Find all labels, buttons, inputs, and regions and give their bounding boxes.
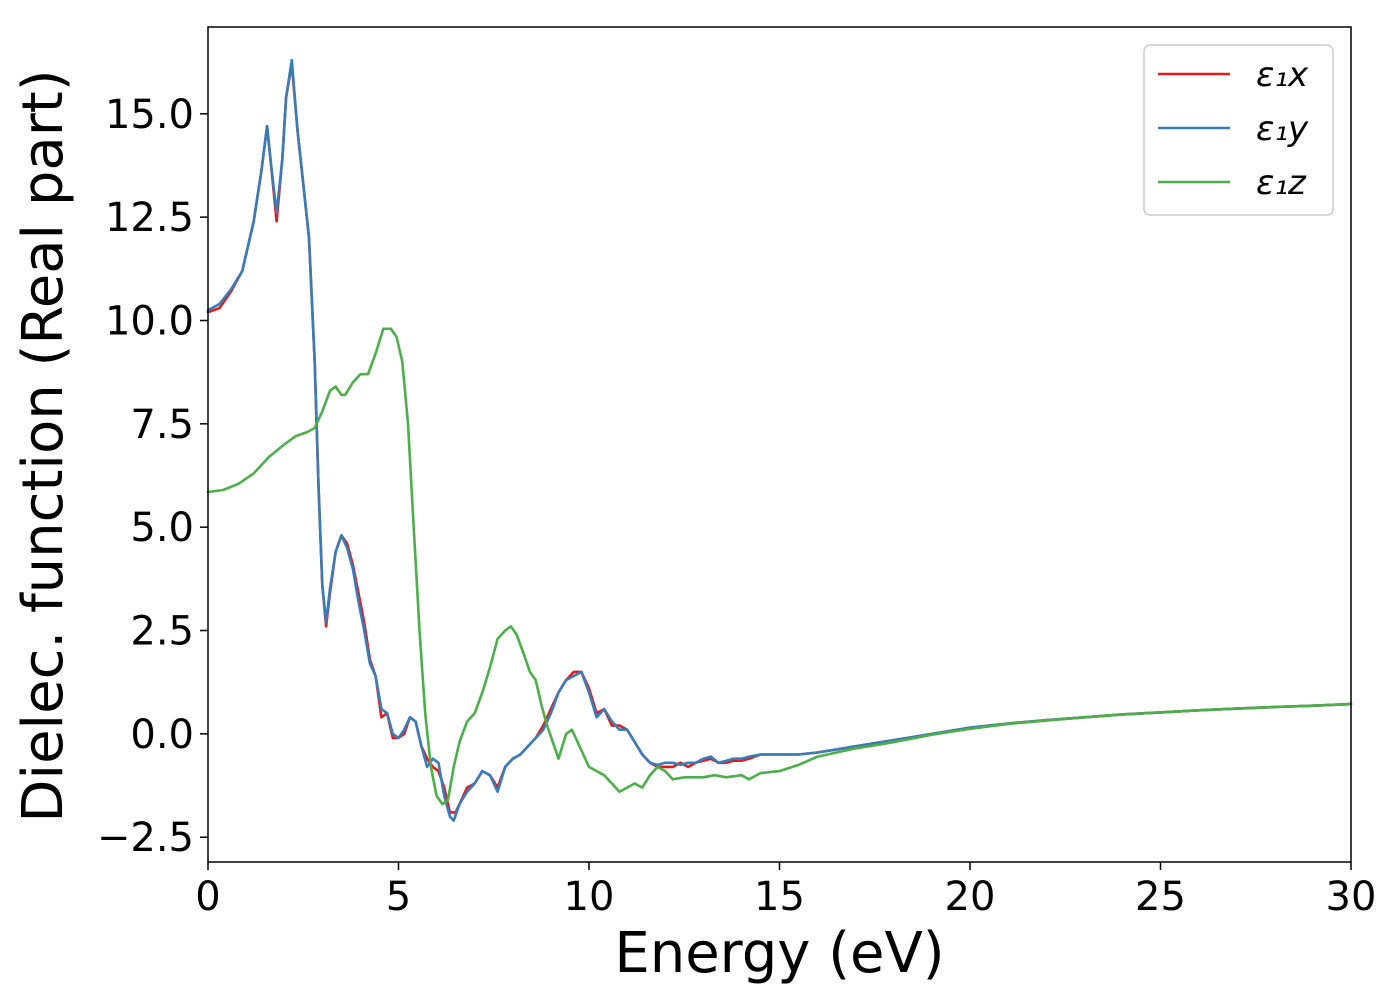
y-tick-label: 15.0 — [105, 92, 194, 138]
y-tick-label: 0.0 — [130, 712, 194, 758]
x-axis-title: Energy (eV) — [614, 921, 944, 986]
x-tick-label: 15 — [754, 874, 805, 920]
y-tick-label: −2.5 — [97, 815, 194, 861]
legend-label: ε₁y — [1256, 109, 1309, 149]
legend-label: ε₁z — [1256, 163, 1307, 203]
y-tick-label: 7.5 — [130, 402, 194, 448]
x-tick-label: 30 — [1326, 874, 1377, 920]
x-tick-label: 25 — [1135, 874, 1186, 920]
legend-entries: ε₁x ε₁y ε₁z — [1158, 55, 1309, 203]
x-tick-label: 5 — [386, 874, 411, 920]
y-axis-ticks: −2.5 0.0 2.5 5.0 7.5 10.0 12.5 15.0 — [97, 92, 208, 861]
x-tick-label: 20 — [945, 874, 996, 920]
y-tick-label: 2.5 — [130, 609, 194, 655]
legend-box — [1143, 44, 1334, 216]
series-line-2 — [206, 58, 1353, 822]
series-line-3 — [206, 327, 1353, 806]
y-axis-title: Dielec. function (Real part) — [11, 69, 76, 822]
series-layer — [206, 58, 1353, 822]
y-tick-label: 12.5 — [105, 195, 194, 241]
y-tick-label: 10.0 — [105, 298, 194, 344]
y-tick-label: 5.0 — [130, 505, 194, 551]
x-axis-ticks: 0 5 10 15 20 25 30 — [195, 862, 1376, 920]
x-tick-label: 10 — [564, 874, 615, 920]
legend-label: ε₁x — [1256, 55, 1309, 95]
legend: ε₁x ε₁y ε₁z — [1143, 44, 1334, 216]
x-tick-label: 0 — [195, 874, 220, 920]
